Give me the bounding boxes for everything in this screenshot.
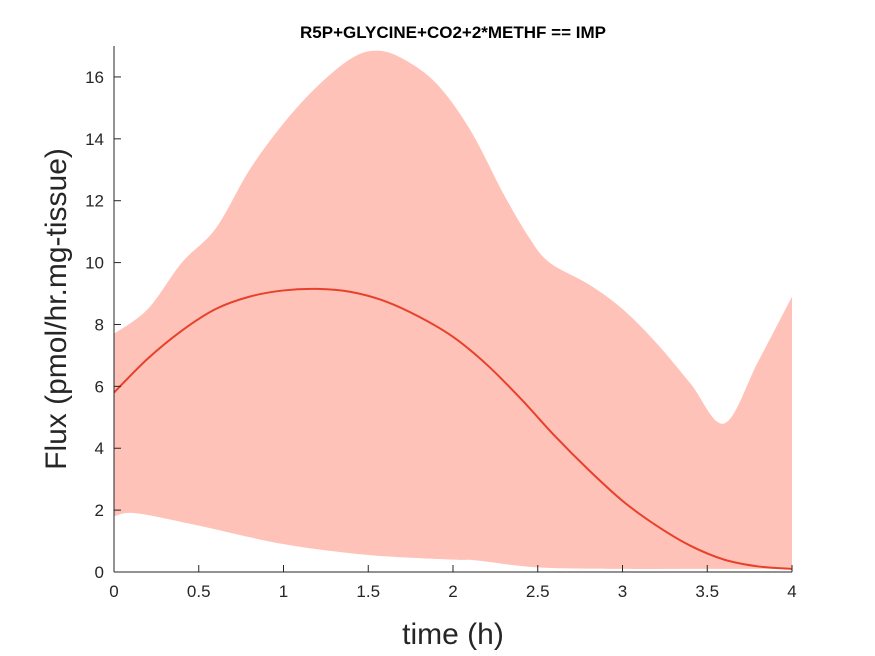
x-tick-label: 4 bbox=[787, 582, 796, 601]
x-tick-label: 3.5 bbox=[695, 582, 719, 601]
x-tick-label: 0 bbox=[109, 582, 118, 601]
y-tick-label: 8 bbox=[95, 315, 104, 334]
y-tick-label: 2 bbox=[95, 501, 104, 520]
mean-flux-line bbox=[113, 287, 793, 570]
y-tick-label: 12 bbox=[85, 192, 104, 211]
x-tick-label: 3 bbox=[618, 582, 627, 601]
y-tick-label: 6 bbox=[95, 377, 104, 396]
y-tick-label: 10 bbox=[85, 254, 104, 273]
plot-area bbox=[113, 50, 793, 570]
y-axis-label: Flux (pmol/hr.mg-tissue) bbox=[40, 148, 73, 470]
x-tick-label: 0.5 bbox=[187, 582, 211, 601]
chart-title: R5P+GLYCINE+CO2+2*METHF == IMP bbox=[300, 23, 606, 42]
x-axis-label: time (h) bbox=[402, 618, 504, 651]
x-tick-label: 2 bbox=[448, 582, 457, 601]
x-tick-label: 1.5 bbox=[356, 582, 380, 601]
x-tick-label: 1 bbox=[279, 582, 288, 601]
x-ticks: 0 0.5 1 1.5 2 2.5 3 3.5 4 bbox=[109, 565, 797, 601]
confidence-band bbox=[114, 50, 792, 570]
y-tick-label: 4 bbox=[95, 439, 104, 458]
y-tick-label: 0 bbox=[95, 563, 104, 582]
x-tick-label: 2.5 bbox=[526, 582, 550, 601]
y-tick-label: 14 bbox=[85, 130, 104, 149]
y-tick-label: 16 bbox=[85, 68, 104, 87]
y-ticks: 0 2 4 6 8 10 12 14 16 bbox=[85, 68, 121, 582]
